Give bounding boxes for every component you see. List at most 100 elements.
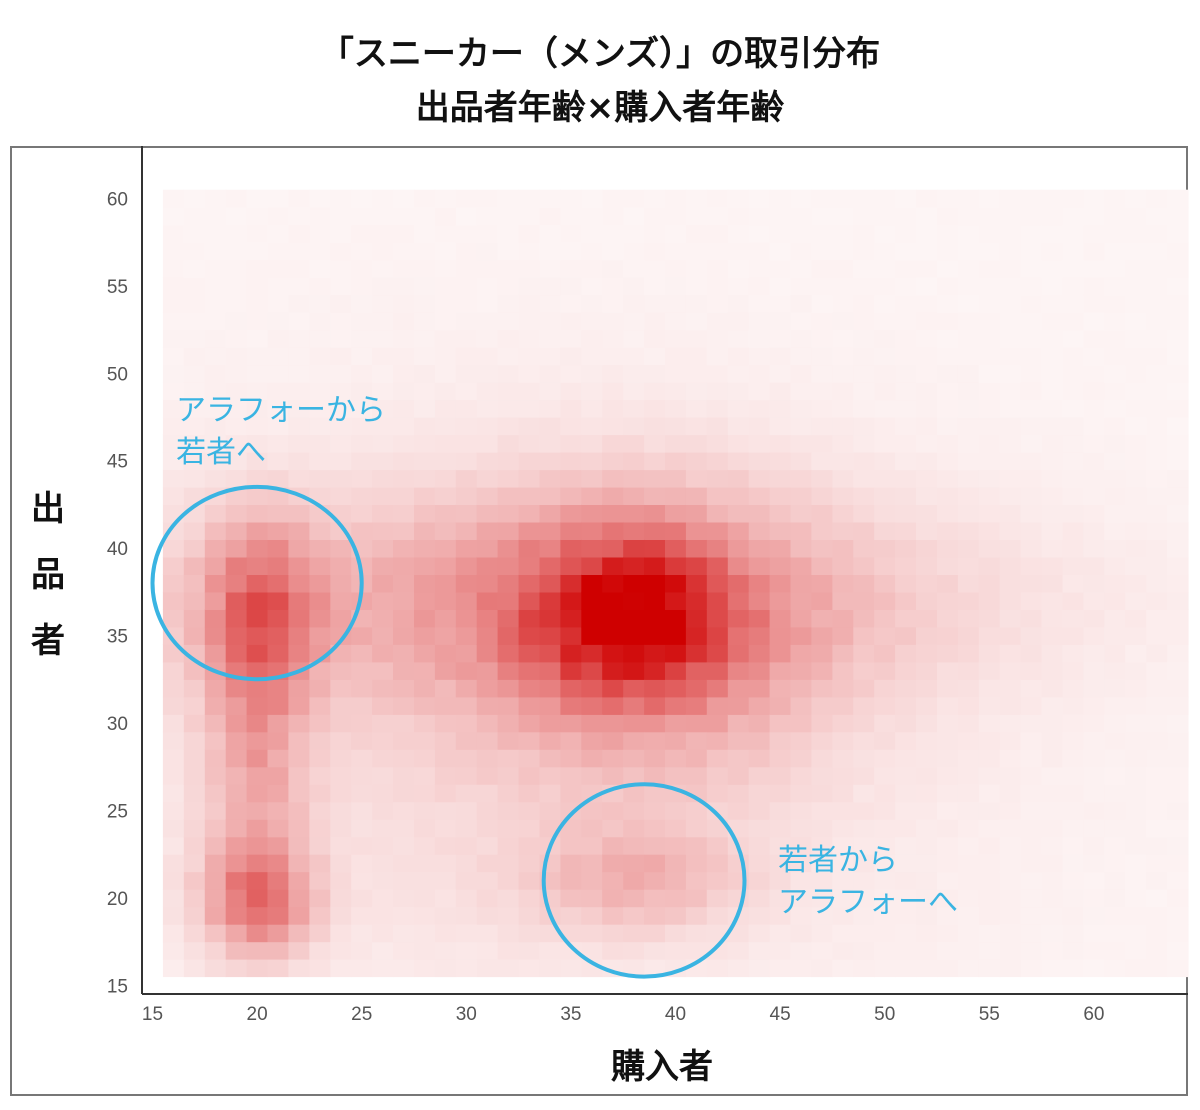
heatmap-cell: [1020, 626, 1043, 645]
heatmap-cell: [916, 294, 938, 313]
heatmap-cell: [769, 382, 792, 401]
heatmap-cell: [309, 749, 331, 768]
heatmap-cell: [393, 644, 415, 663]
heatmap-cell: [1146, 801, 1168, 820]
heatmap-cell: [1104, 784, 1126, 803]
heatmap-cell: [393, 382, 415, 401]
heatmap-cell: [309, 889, 331, 908]
heatmap-cell: [706, 469, 729, 488]
heatmap-cell: [1146, 696, 1168, 715]
heatmap-cell: [455, 329, 478, 348]
heatmap-cell: [916, 574, 938, 593]
heatmap-cell: [518, 277, 541, 296]
heatmap-cell: [560, 347, 582, 366]
heatmap-cell: [978, 924, 1001, 943]
heatmap-cell: [1083, 784, 1105, 803]
heatmap-cell: [895, 382, 917, 401]
heatmap-cell: [644, 347, 666, 366]
heatmap-cell: [832, 731, 854, 750]
heatmap-cell: [1104, 504, 1126, 523]
heatmap-cell: [434, 836, 457, 855]
heatmap-cell: [288, 924, 310, 943]
heatmap-cell: [790, 591, 812, 610]
heatmap-cell: [414, 574, 436, 593]
heatmap-cell: [790, 871, 812, 890]
heatmap-cell: [790, 364, 812, 383]
heatmap-cell: [602, 469, 624, 488]
heatmap-cell: [811, 452, 833, 471]
heatmap-cell: [581, 504, 603, 523]
heatmap-cell: [518, 941, 541, 960]
heatmap-cell: [330, 452, 352, 471]
heatmap-cell: [916, 224, 938, 243]
heatmap-cell: [853, 189, 875, 208]
heatmap-cell: [978, 784, 1001, 803]
heatmap-cell: [246, 452, 269, 471]
heatmap-cell: [602, 854, 624, 873]
heatmap-cell: [748, 347, 771, 366]
y-tick-label: 50: [107, 364, 128, 385]
heatmap-cell: [309, 329, 331, 348]
heatmap-cell: [225, 189, 248, 208]
heatmap-cell: [204, 347, 227, 366]
heatmap-cell: [685, 661, 708, 680]
heatmap-cell: [978, 609, 1001, 628]
heatmap-cell: [874, 766, 896, 785]
heatmap-cell: [1041, 784, 1064, 803]
heatmap-cell: [204, 889, 227, 908]
heatmap-cell: [497, 696, 520, 715]
heatmap-cell: [644, 364, 666, 383]
heatmap-cell: [497, 486, 520, 505]
heatmap-cell: [204, 854, 227, 873]
heatmap-cell: [183, 696, 206, 715]
heatmap-cell: [874, 277, 896, 296]
heatmap-cell: [351, 382, 373, 401]
heatmap-cell: [685, 521, 708, 540]
heatmap-cell: [706, 696, 729, 715]
heatmap-cell: [978, 242, 1001, 261]
heatmap-cell: [978, 854, 1001, 873]
heatmap-cell: [602, 871, 624, 890]
heatmap-cell: [602, 836, 624, 855]
heatmap-cell: [706, 277, 729, 296]
heatmap-cell: [916, 766, 938, 785]
heatmap-cell: [895, 207, 917, 226]
heatmap-cell: [1125, 626, 1147, 645]
heatmap-cell: [434, 347, 457, 366]
heatmap-cell: [978, 539, 1001, 558]
heatmap-cell: [769, 259, 792, 278]
heatmap-cell: [685, 626, 708, 645]
heatmap-cell: [727, 189, 750, 208]
heatmap-cell: [602, 452, 624, 471]
heatmap-cell: [811, 504, 833, 523]
heatmap-cell: [999, 539, 1022, 558]
heatmap-cell: [309, 382, 331, 401]
heatmap-cell: [1146, 469, 1168, 488]
heatmap-cell: [832, 679, 854, 698]
heatmap-cell: [1020, 521, 1043, 540]
heatmap-cell: [811, 854, 833, 873]
heatmap-cell: [623, 591, 645, 610]
heatmap-cell: [267, 819, 289, 838]
heatmap-cell: [853, 347, 875, 366]
heatmap-cell: [1146, 504, 1168, 523]
heatmap-cell: [288, 469, 310, 488]
heatmap-cell: [1104, 661, 1126, 680]
heatmap-cell: [225, 591, 248, 610]
heatmap-cell: [748, 574, 771, 593]
heatmap-cell: [811, 609, 833, 628]
heatmap-cell: [1125, 189, 1147, 208]
heatmap-cell: [267, 854, 289, 873]
heatmap-cell: [497, 224, 520, 243]
heatmap-cell: [916, 941, 938, 960]
heatmap-cell: [1167, 469, 1189, 488]
heatmap-cell: [727, 661, 750, 680]
heatmap-cell: [1020, 259, 1043, 278]
heatmap-cell: [288, 539, 310, 558]
heatmap-cell: [309, 924, 331, 943]
heatmap-cell: [351, 819, 373, 838]
heatmap-cell: [602, 766, 624, 785]
heatmap-cell: [393, 661, 415, 680]
heatmap-cell: [874, 889, 896, 908]
heatmap-cell: [978, 364, 1001, 383]
